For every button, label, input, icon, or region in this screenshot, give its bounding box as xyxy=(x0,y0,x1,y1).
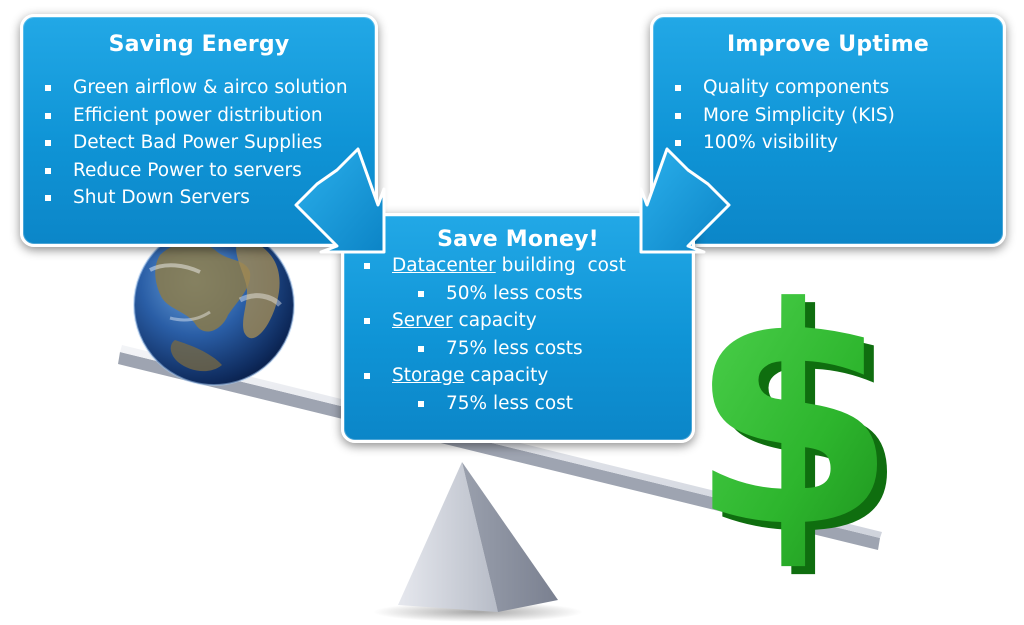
bullet-icon xyxy=(45,195,51,201)
list-item: Green airflow & airco solution xyxy=(45,74,375,102)
save-money-panel: Save Money! Datacenter building cost 50%… xyxy=(341,213,695,443)
list-item: Quality components xyxy=(675,74,1003,102)
list-item: Storage capacity xyxy=(364,362,692,390)
improve-uptime-list: Quality components More Simplicity (KIS)… xyxy=(653,74,1003,157)
svg-text:$: $ xyxy=(699,252,908,601)
list-item: Reduce Power to servers xyxy=(45,157,375,185)
list-item: 100% visibility xyxy=(675,129,1003,157)
list-item: Datacenter building cost xyxy=(364,252,692,280)
bullet-icon xyxy=(418,345,424,352)
save-money-list: Datacenter building cost 50% less costs … xyxy=(344,252,692,417)
svg-text:$: $ xyxy=(689,244,898,593)
bullet-icon xyxy=(418,290,424,297)
improve-uptime-panel: Improve Uptime Quality components More S… xyxy=(650,14,1006,247)
bullet-icon xyxy=(364,373,370,379)
fulcrum-shadow xyxy=(373,602,583,622)
bullet-icon xyxy=(45,112,51,119)
list-item: Efficient power distribution xyxy=(45,102,375,130)
bullet-icon xyxy=(45,167,51,174)
bullet-icon xyxy=(364,318,370,324)
bullet-icon xyxy=(45,85,51,91)
improve-uptime-title: Improve Uptime xyxy=(726,32,930,57)
save-money-title: Save Money! xyxy=(437,227,599,252)
bullet-icon xyxy=(675,140,681,146)
sub-list-item: 75% less cost xyxy=(392,390,692,418)
list-item: Detect Bad Power Supplies xyxy=(45,129,375,157)
sub-list-item: 50% less costs xyxy=(392,280,692,308)
bullet-icon xyxy=(675,85,681,91)
list-item: More Simplicity (KIS) xyxy=(675,102,1003,130)
bullet-icon xyxy=(45,140,51,146)
fulcrum xyxy=(398,462,558,612)
list-item: Server capacity xyxy=(364,307,692,335)
saving-energy-panel: Saving Energy Green airflow & airco solu… xyxy=(20,14,378,247)
list-item: Shut Down Servers xyxy=(45,184,375,212)
bullet-icon xyxy=(364,263,370,269)
saving-energy-list: Green airflow & airco solution Efficient… xyxy=(23,74,375,212)
bullet-icon xyxy=(418,400,424,407)
saving-energy-title: Saving Energy xyxy=(108,32,290,57)
bullet-icon xyxy=(675,112,681,119)
earth-globe-icon xyxy=(133,224,295,386)
dollar-sign-icon: $ $ xyxy=(689,244,908,601)
sub-list-item: 75% less costs xyxy=(392,335,692,363)
